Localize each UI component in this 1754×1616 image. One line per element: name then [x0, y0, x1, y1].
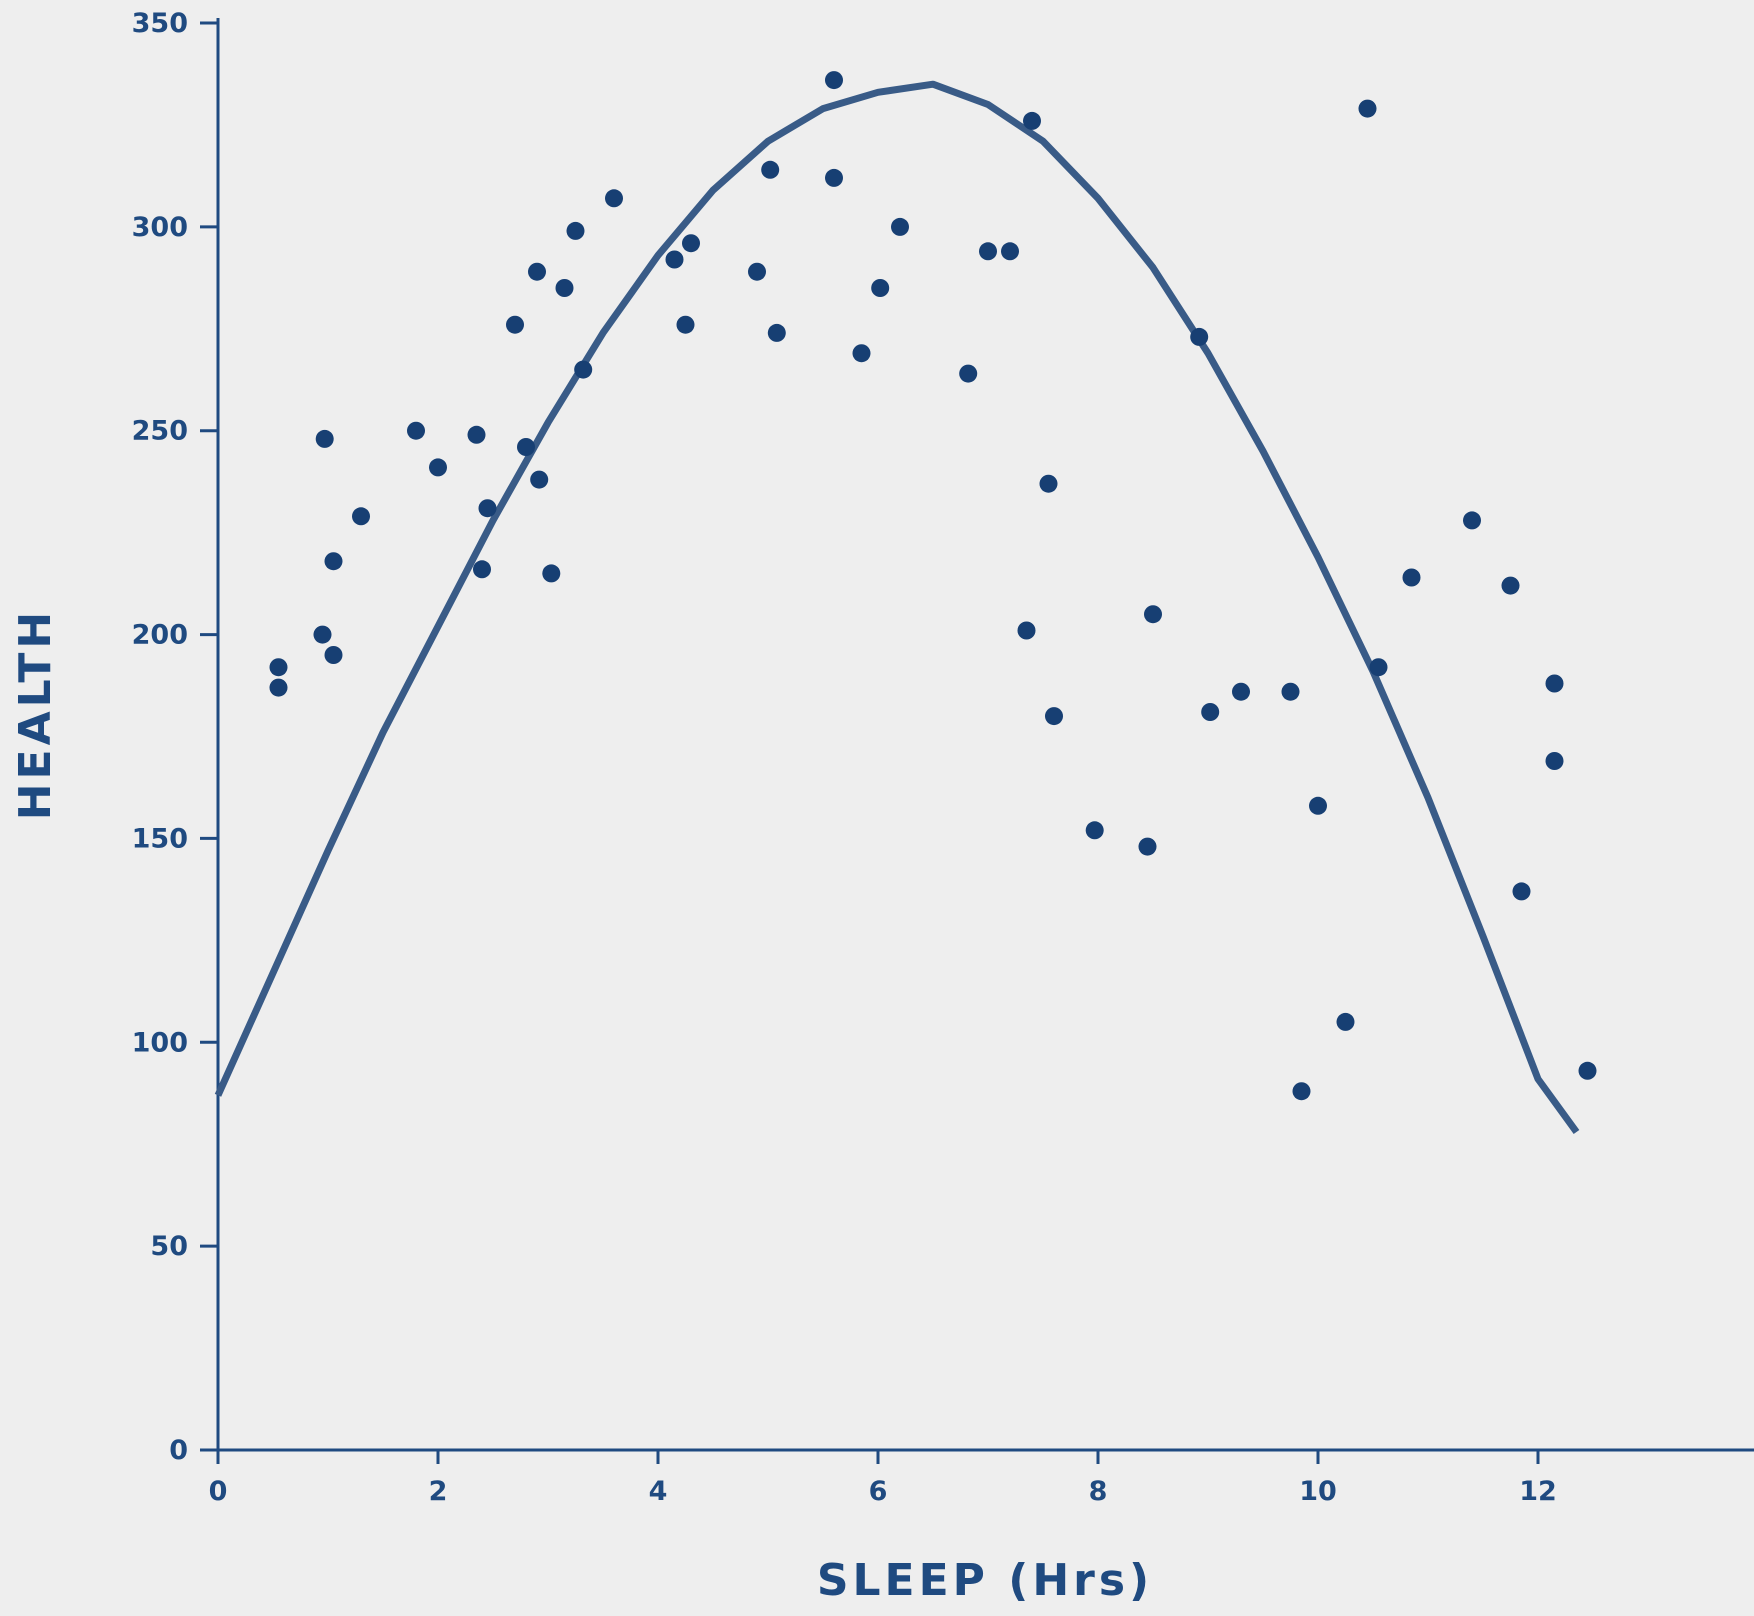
data-point — [1369, 658, 1388, 677]
y-tick-label: 0 — [169, 1435, 188, 1466]
data-point — [959, 364, 978, 383]
data-point — [761, 160, 780, 179]
data-point — [979, 242, 997, 261]
x-tick-label: 2 — [429, 1476, 448, 1507]
y-tick-label: 300 — [132, 212, 188, 243]
fit-curve — [214, 80, 1580, 1135]
data-point — [1039, 474, 1058, 493]
data-point — [1138, 837, 1157, 856]
data-point — [1309, 796, 1327, 815]
data-point — [269, 658, 288, 677]
data-point — [1578, 1061, 1597, 1080]
x-axis-title: SLEEP (Hrs) — [817, 1555, 1153, 1606]
x-axis-ticks: 0 2 4 6 8 10 12 — [209, 1450, 1557, 1507]
data-point — [682, 234, 700, 253]
data-point — [574, 360, 593, 379]
data-point — [676, 315, 695, 334]
y-tick-label: 100 — [132, 1027, 188, 1058]
data-point — [555, 279, 574, 297]
data-point — [748, 262, 766, 281]
data-point — [566, 221, 585, 240]
data-point — [315, 429, 334, 448]
y-axis-ticks: 0 50 100 150 200 250 300 350 — [132, 8, 218, 1466]
data-point — [1085, 821, 1104, 840]
data-point — [478, 499, 497, 518]
data-point — [1545, 752, 1564, 770]
data-point — [1358, 99, 1377, 118]
data-point — [324, 646, 343, 664]
data-point — [1501, 576, 1520, 595]
data-point — [1512, 882, 1531, 901]
x-tick-label: 8 — [1089, 1476, 1108, 1507]
x-tick-label: 12 — [1519, 1476, 1557, 1507]
data-point — [605, 189, 623, 208]
data-point — [528, 262, 546, 281]
data-point — [473, 560, 491, 579]
y-tick-label: 250 — [132, 416, 188, 447]
data-point — [767, 323, 786, 342]
data-points — [269, 71, 1597, 1101]
y-tick-label: 50 — [150, 1231, 188, 1262]
data-point — [1336, 1012, 1355, 1031]
data-point — [665, 250, 684, 269]
x-tick-label: 6 — [869, 1476, 888, 1507]
data-point — [1281, 682, 1300, 701]
x-tick-label: 0 — [209, 1476, 228, 1507]
data-point — [467, 425, 486, 444]
x-tick-label: 4 — [649, 1476, 668, 1507]
data-point — [1190, 327, 1209, 346]
data-point — [871, 279, 890, 297]
y-tick-label: 350 — [132, 8, 188, 39]
x-tick-label: 10 — [1299, 1476, 1337, 1507]
data-point — [1023, 111, 1041, 130]
data-point — [891, 217, 909, 236]
data-point — [324, 552, 343, 571]
data-point — [825, 71, 843, 90]
data-point — [506, 315, 524, 334]
data-point — [530, 470, 549, 489]
data-point — [407, 421, 425, 440]
data-point — [1201, 703, 1220, 721]
data-point — [1045, 707, 1063, 726]
y-tick-label: 150 — [132, 823, 188, 854]
data-point — [429, 458, 447, 477]
data-point — [1545, 674, 1564, 693]
y-axis-title: HEALTH — [10, 608, 61, 821]
data-point — [1144, 605, 1162, 624]
data-point — [517, 438, 535, 456]
data-point — [313, 625, 332, 644]
data-point — [542, 564, 561, 583]
data-point — [1017, 621, 1036, 640]
data-point — [269, 678, 288, 697]
data-point — [1463, 511, 1481, 530]
y-tick-label: 200 — [132, 620, 188, 651]
data-point — [852, 344, 871, 363]
data-point — [352, 507, 370, 526]
data-point — [1232, 682, 1250, 701]
data-point — [1402, 568, 1421, 587]
data-point — [1292, 1082, 1311, 1101]
data-point — [1001, 242, 1019, 261]
data-point — [825, 168, 843, 187]
